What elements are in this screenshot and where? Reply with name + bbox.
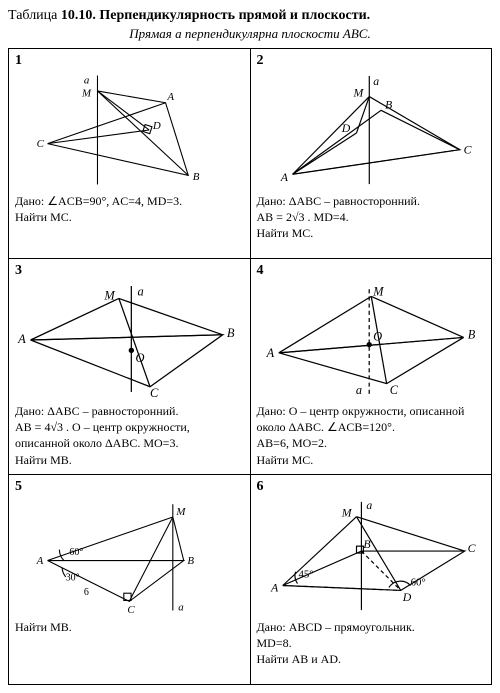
cell-2: 2 a M A B C D Дано: ΔABC – равносторонни… — [250, 49, 492, 259]
fig6-label-B: B — [363, 537, 370, 551]
cell-3: 3 a M A B C O Дано: ΔABC – равносторонни… — [9, 259, 251, 475]
cell-3-find: Найти MB. — [15, 452, 244, 468]
fig6-label-C: C — [467, 541, 475, 555]
fig2-label-A: A — [279, 170, 288, 184]
heading-number: 10.10. — [61, 8, 96, 23]
cell-3-number: 3 — [15, 263, 244, 279]
fig1-label-B: B — [193, 171, 200, 183]
fig1-label-a: a — [84, 75, 90, 87]
fig5-label-a: a — [178, 601, 184, 613]
fig3-label-M: M — [103, 288, 115, 302]
fig5-label-M: M — [175, 506, 186, 518]
fig5-ang30: 30° — [66, 572, 80, 583]
fig6-ang60: 60° — [410, 576, 425, 588]
figure-3: a M A B C O — [15, 281, 244, 399]
cell-6-number: 6 — [257, 479, 486, 495]
cell-1-number: 1 — [15, 53, 244, 69]
figure-5: 60° 30° 6 a M A B C — [15, 497, 244, 615]
fig2-label-M: M — [352, 86, 364, 100]
fig2-label-C: C — [463, 143, 471, 157]
fig5-label-A: A — [36, 555, 44, 567]
figure-4: a M A B C O — [257, 281, 486, 399]
cell-1-find: Найти MC. — [15, 209, 244, 225]
figure-6: 45° 60° a M A B C D — [257, 497, 486, 615]
fig6-label-a: a — [366, 498, 372, 512]
fig6-label-A: A — [269, 580, 278, 594]
figure-1: a M A C B D — [15, 71, 244, 189]
cell-5-find: Найти MB. — [15, 619, 244, 635]
fig1-label-D: D — [152, 120, 161, 132]
fig6-label-M: M — [340, 505, 352, 519]
cell-2-number: 2 — [257, 53, 486, 69]
figure-2: a M A B C D — [257, 71, 486, 189]
fig5-label-C: C — [127, 604, 135, 615]
heading-prefix: Таблица — [8, 8, 61, 23]
fig3-label-A: A — [17, 332, 26, 346]
fig4-label-M: M — [372, 284, 384, 298]
fig4-label-O: O — [373, 330, 382, 344]
cell-1: 1 a M A C B D Дано: ∠ACB=90°, AC=4, MD=3… — [9, 49, 251, 259]
fig6-ang45: 45° — [298, 568, 313, 580]
cell-5-number: 5 — [15, 479, 244, 495]
fig4-label-a: a — [355, 383, 361, 397]
fig5-ang60: 60° — [69, 547, 83, 558]
cell-4-find: Найти MC. — [257, 452, 486, 468]
fig4-label-B: B — [467, 327, 475, 341]
cell-3-given1: Дано: ΔABC – равносторонний. — [15, 403, 244, 419]
table-subtitle: Прямая a перпендикулярна плоскости ABC. — [8, 26, 492, 42]
cell-6: 6 45° 60° a M A B C D Дано: ABCD – прямо… — [250, 474, 492, 684]
cell-3-given2: AB = 4√3 . O – центр окружности, описанн… — [15, 419, 244, 451]
problems-table: 1 a M A C B D Дано: ∠ACB=90°, AC=4, MD=3… — [8, 48, 492, 685]
cell-6-find: Найти AB и AD. — [257, 651, 486, 667]
cell-6-given2: MD=8. — [257, 635, 486, 651]
fig1-label-C: C — [37, 138, 45, 150]
fig4-label-C: C — [389, 383, 398, 397]
fig2-label-a: a — [373, 74, 379, 88]
fig5-label-B: B — [187, 555, 194, 567]
fig1-label-M: M — [81, 87, 92, 99]
fig1-label-A: A — [166, 91, 174, 103]
fig3-label-O: O — [135, 351, 144, 365]
fig2-label-B: B — [385, 97, 392, 111]
fig3-label-B: B — [227, 326, 235, 340]
heading-title: Перпендикулярность прямой и плоскости. — [96, 8, 370, 23]
cell-2-given1: Дано: ΔABC – равносторонний. — [257, 193, 486, 209]
cell-4-number: 4 — [257, 263, 486, 279]
table-heading: Таблица 10.10. Перпендикулярность прямой… — [8, 8, 492, 24]
cell-4-given2: AB=6, MO=2. — [257, 435, 486, 451]
fig4-label-A: A — [265, 346, 274, 360]
cell-6-given1: Дано: ABCD – прямоугольник. — [257, 619, 486, 635]
cell-5: 5 60° 30° 6 a M A B C Найти MB. — [9, 474, 251, 684]
fig6-label-D: D — [401, 590, 411, 604]
fig3-label-C: C — [150, 386, 159, 399]
fig2-label-D: D — [340, 121, 350, 135]
cell-1-given: Дано: ∠ACB=90°, AC=4, MD=3. — [15, 193, 244, 209]
cell-2-given2: AB = 2√3 . MD=4. — [257, 209, 486, 225]
cell-4-given1: Дано: O – центр окружности, описанной ок… — [257, 403, 486, 435]
fig3-label-a: a — [138, 284, 144, 298]
fig5-len6: 6 — [84, 587, 89, 598]
cell-2-find: Найти MC. — [257, 225, 486, 241]
cell-4: 4 a M A B C O Дано: O – центр окружности… — [250, 259, 492, 475]
